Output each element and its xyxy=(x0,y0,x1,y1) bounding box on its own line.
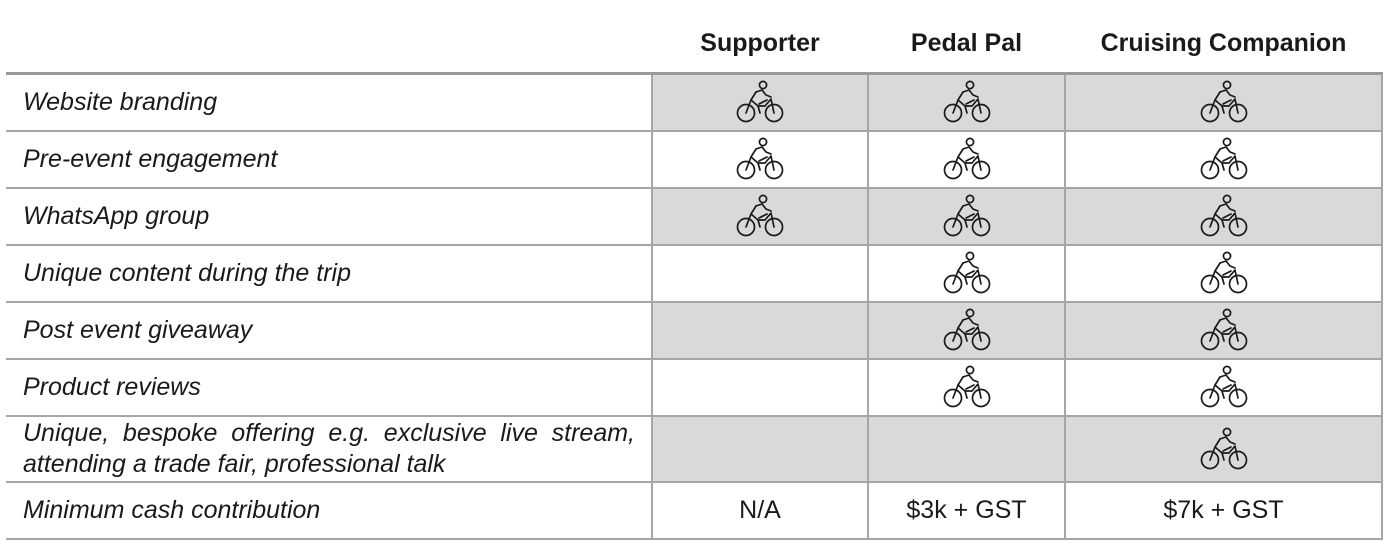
feature-label: Pre-event engagement xyxy=(6,129,653,189)
cyclist-icon xyxy=(1199,305,1249,355)
table-row: Unique, bespoke offering e.g. exclusive … xyxy=(6,414,1383,483)
cyclist-icon xyxy=(942,248,992,298)
cell-cruising-companion xyxy=(1064,186,1383,246)
cyclist-icon xyxy=(1199,134,1249,184)
price-row-label: Minimum cash contribution xyxy=(6,480,653,540)
cell-cruising-companion xyxy=(1064,300,1383,360)
cyclist-icon xyxy=(942,191,992,241)
feature-label: Product reviews xyxy=(6,357,653,417)
cell-pedal-pal xyxy=(867,243,1066,303)
table-row: WhatsApp group xyxy=(6,186,1383,246)
cell-supporter xyxy=(651,72,869,132)
price-supporter: N/A xyxy=(651,480,869,540)
table-row: Pre-event engagement xyxy=(6,129,1383,189)
cell-supporter xyxy=(651,243,869,303)
header-supporter: Supporter xyxy=(652,14,868,75)
cell-pedal-pal xyxy=(867,414,1066,483)
cyclist-icon xyxy=(942,77,992,127)
cell-supporter xyxy=(651,129,869,189)
cyclist-icon xyxy=(735,191,785,241)
cell-pedal-pal xyxy=(867,186,1066,246)
table-row: Product reviews xyxy=(6,357,1383,417)
cell-supporter xyxy=(651,186,869,246)
cyclist-icon xyxy=(735,77,785,127)
cell-cruising-companion xyxy=(1064,414,1383,483)
header-feature-column xyxy=(6,14,652,75)
cyclist-icon xyxy=(942,134,992,184)
table-row: Unique content during the trip xyxy=(6,243,1383,303)
cell-pedal-pal xyxy=(867,300,1066,360)
cell-pedal-pal xyxy=(867,129,1066,189)
header-row: Supporter Pedal Pal Cruising Companion xyxy=(6,14,1382,75)
table-row: Post event giveaway xyxy=(6,300,1383,360)
header-pedal-pal: Pedal Pal xyxy=(868,14,1065,75)
cell-cruising-companion xyxy=(1064,72,1383,132)
cell-pedal-pal xyxy=(867,72,1066,132)
cell-supporter xyxy=(651,357,869,417)
cell-cruising-companion xyxy=(1064,129,1383,189)
price-cruising-companion: $7k + GST xyxy=(1064,480,1383,540)
table-row: Website branding xyxy=(6,72,1383,132)
cyclist-icon xyxy=(942,305,992,355)
feature-label: Post event giveaway xyxy=(6,300,653,360)
cell-supporter xyxy=(651,300,869,360)
header-cruising-companion: Cruising Companion xyxy=(1065,14,1382,75)
cyclist-icon xyxy=(1199,248,1249,298)
cyclist-icon xyxy=(735,134,785,184)
cyclist-icon xyxy=(1199,362,1249,412)
sponsorship-tier-table: Supporter Pedal Pal Cruising Companion W… xyxy=(6,14,1383,540)
cell-supporter xyxy=(651,414,869,483)
feature-label: Website branding xyxy=(6,72,653,132)
cyclist-icon xyxy=(1199,424,1249,474)
price-row: Minimum cash contribution N/A $3k + GST … xyxy=(6,480,1383,540)
cell-cruising-companion xyxy=(1064,357,1383,417)
feature-label: WhatsApp group xyxy=(6,186,653,246)
feature-label: Unique content during the trip xyxy=(6,243,653,303)
cyclist-icon xyxy=(942,362,992,412)
cyclist-icon xyxy=(1199,77,1249,127)
price-pedal-pal: $3k + GST xyxy=(867,480,1066,540)
cell-cruising-companion xyxy=(1064,243,1383,303)
feature-label: Unique, bespoke offering e.g. exclusive … xyxy=(6,414,653,483)
cell-pedal-pal xyxy=(867,357,1066,417)
cyclist-icon xyxy=(1199,191,1249,241)
